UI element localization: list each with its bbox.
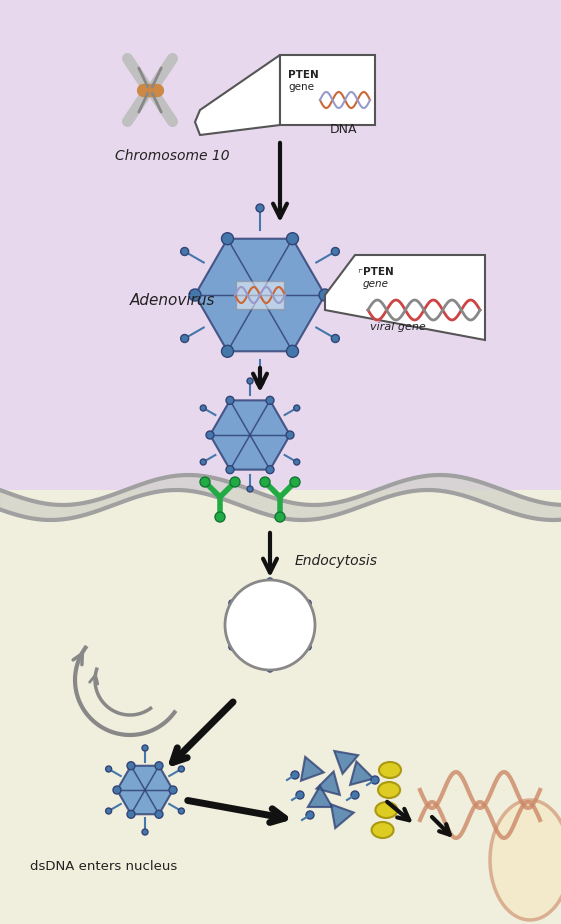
Circle shape	[229, 600, 235, 606]
Circle shape	[200, 459, 206, 465]
Circle shape	[305, 600, 311, 606]
Circle shape	[281, 647, 289, 655]
Circle shape	[169, 786, 177, 794]
Circle shape	[291, 771, 299, 779]
FancyBboxPatch shape	[0, 490, 561, 924]
Circle shape	[113, 786, 121, 794]
Circle shape	[222, 346, 233, 358]
Circle shape	[319, 289, 331, 301]
Circle shape	[256, 204, 264, 212]
Text: viral gene: viral gene	[370, 322, 426, 332]
Text: PTEN: PTEN	[288, 70, 319, 80]
Circle shape	[267, 578, 273, 584]
Ellipse shape	[490, 800, 561, 920]
Text: $\ulcorner$: $\ulcorner$	[357, 267, 364, 277]
FancyBboxPatch shape	[236, 281, 284, 309]
Circle shape	[332, 334, 339, 343]
Circle shape	[225, 580, 315, 670]
Circle shape	[229, 644, 235, 650]
Circle shape	[351, 791, 359, 799]
Text: DNA: DNA	[330, 123, 357, 136]
Circle shape	[200, 477, 210, 487]
Circle shape	[105, 808, 112, 814]
Circle shape	[332, 248, 339, 256]
Circle shape	[266, 466, 274, 474]
Polygon shape	[334, 751, 358, 773]
Circle shape	[251, 647, 259, 655]
Circle shape	[200, 405, 206, 411]
Ellipse shape	[379, 762, 401, 778]
Circle shape	[178, 808, 185, 814]
Polygon shape	[117, 766, 173, 814]
Polygon shape	[240, 599, 300, 651]
Circle shape	[222, 233, 233, 245]
Polygon shape	[301, 757, 324, 781]
Ellipse shape	[378, 782, 400, 798]
Circle shape	[230, 477, 240, 487]
Circle shape	[294, 459, 300, 465]
Text: Chromosome 10: Chromosome 10	[115, 149, 229, 163]
Polygon shape	[331, 804, 354, 828]
Circle shape	[286, 431, 294, 439]
FancyBboxPatch shape	[280, 55, 375, 125]
Polygon shape	[350, 761, 374, 784]
Ellipse shape	[371, 822, 394, 838]
Circle shape	[287, 233, 298, 245]
Circle shape	[296, 791, 304, 799]
Text: Adenovirus: Adenovirus	[130, 293, 215, 308]
Text: gene: gene	[288, 82, 314, 92]
Circle shape	[215, 512, 225, 522]
Circle shape	[226, 466, 234, 474]
Text: gene: gene	[363, 279, 389, 289]
Circle shape	[181, 248, 188, 256]
Text: PTEN: PTEN	[363, 267, 394, 277]
Circle shape	[371, 776, 379, 784]
Circle shape	[296, 621, 304, 629]
Text: Endocytosis: Endocytosis	[295, 554, 378, 568]
Circle shape	[155, 761, 163, 770]
Circle shape	[142, 829, 148, 835]
Circle shape	[247, 378, 253, 384]
Circle shape	[266, 396, 274, 405]
Circle shape	[178, 766, 185, 772]
Polygon shape	[325, 255, 485, 340]
Polygon shape	[316, 772, 340, 795]
Circle shape	[127, 761, 135, 770]
FancyBboxPatch shape	[0, 0, 561, 490]
Circle shape	[305, 644, 311, 650]
Circle shape	[127, 810, 135, 819]
Polygon shape	[308, 786, 332, 807]
Circle shape	[226, 396, 234, 405]
Circle shape	[306, 811, 314, 819]
Circle shape	[236, 621, 244, 629]
Circle shape	[260, 477, 270, 487]
Circle shape	[155, 810, 163, 819]
Circle shape	[251, 595, 259, 603]
Circle shape	[287, 346, 298, 358]
Ellipse shape	[375, 802, 397, 818]
Circle shape	[290, 477, 300, 487]
Polygon shape	[195, 238, 325, 351]
Circle shape	[294, 405, 300, 411]
Polygon shape	[195, 55, 280, 135]
Circle shape	[247, 486, 253, 492]
Circle shape	[189, 289, 201, 301]
Circle shape	[181, 334, 188, 343]
Circle shape	[142, 745, 148, 751]
Circle shape	[206, 431, 214, 439]
Circle shape	[105, 766, 112, 772]
Text: dsDNA enters nucleus: dsDNA enters nucleus	[30, 860, 177, 873]
Circle shape	[256, 378, 264, 386]
Circle shape	[267, 666, 273, 672]
Polygon shape	[210, 400, 290, 469]
Circle shape	[281, 595, 289, 603]
Circle shape	[275, 512, 285, 522]
